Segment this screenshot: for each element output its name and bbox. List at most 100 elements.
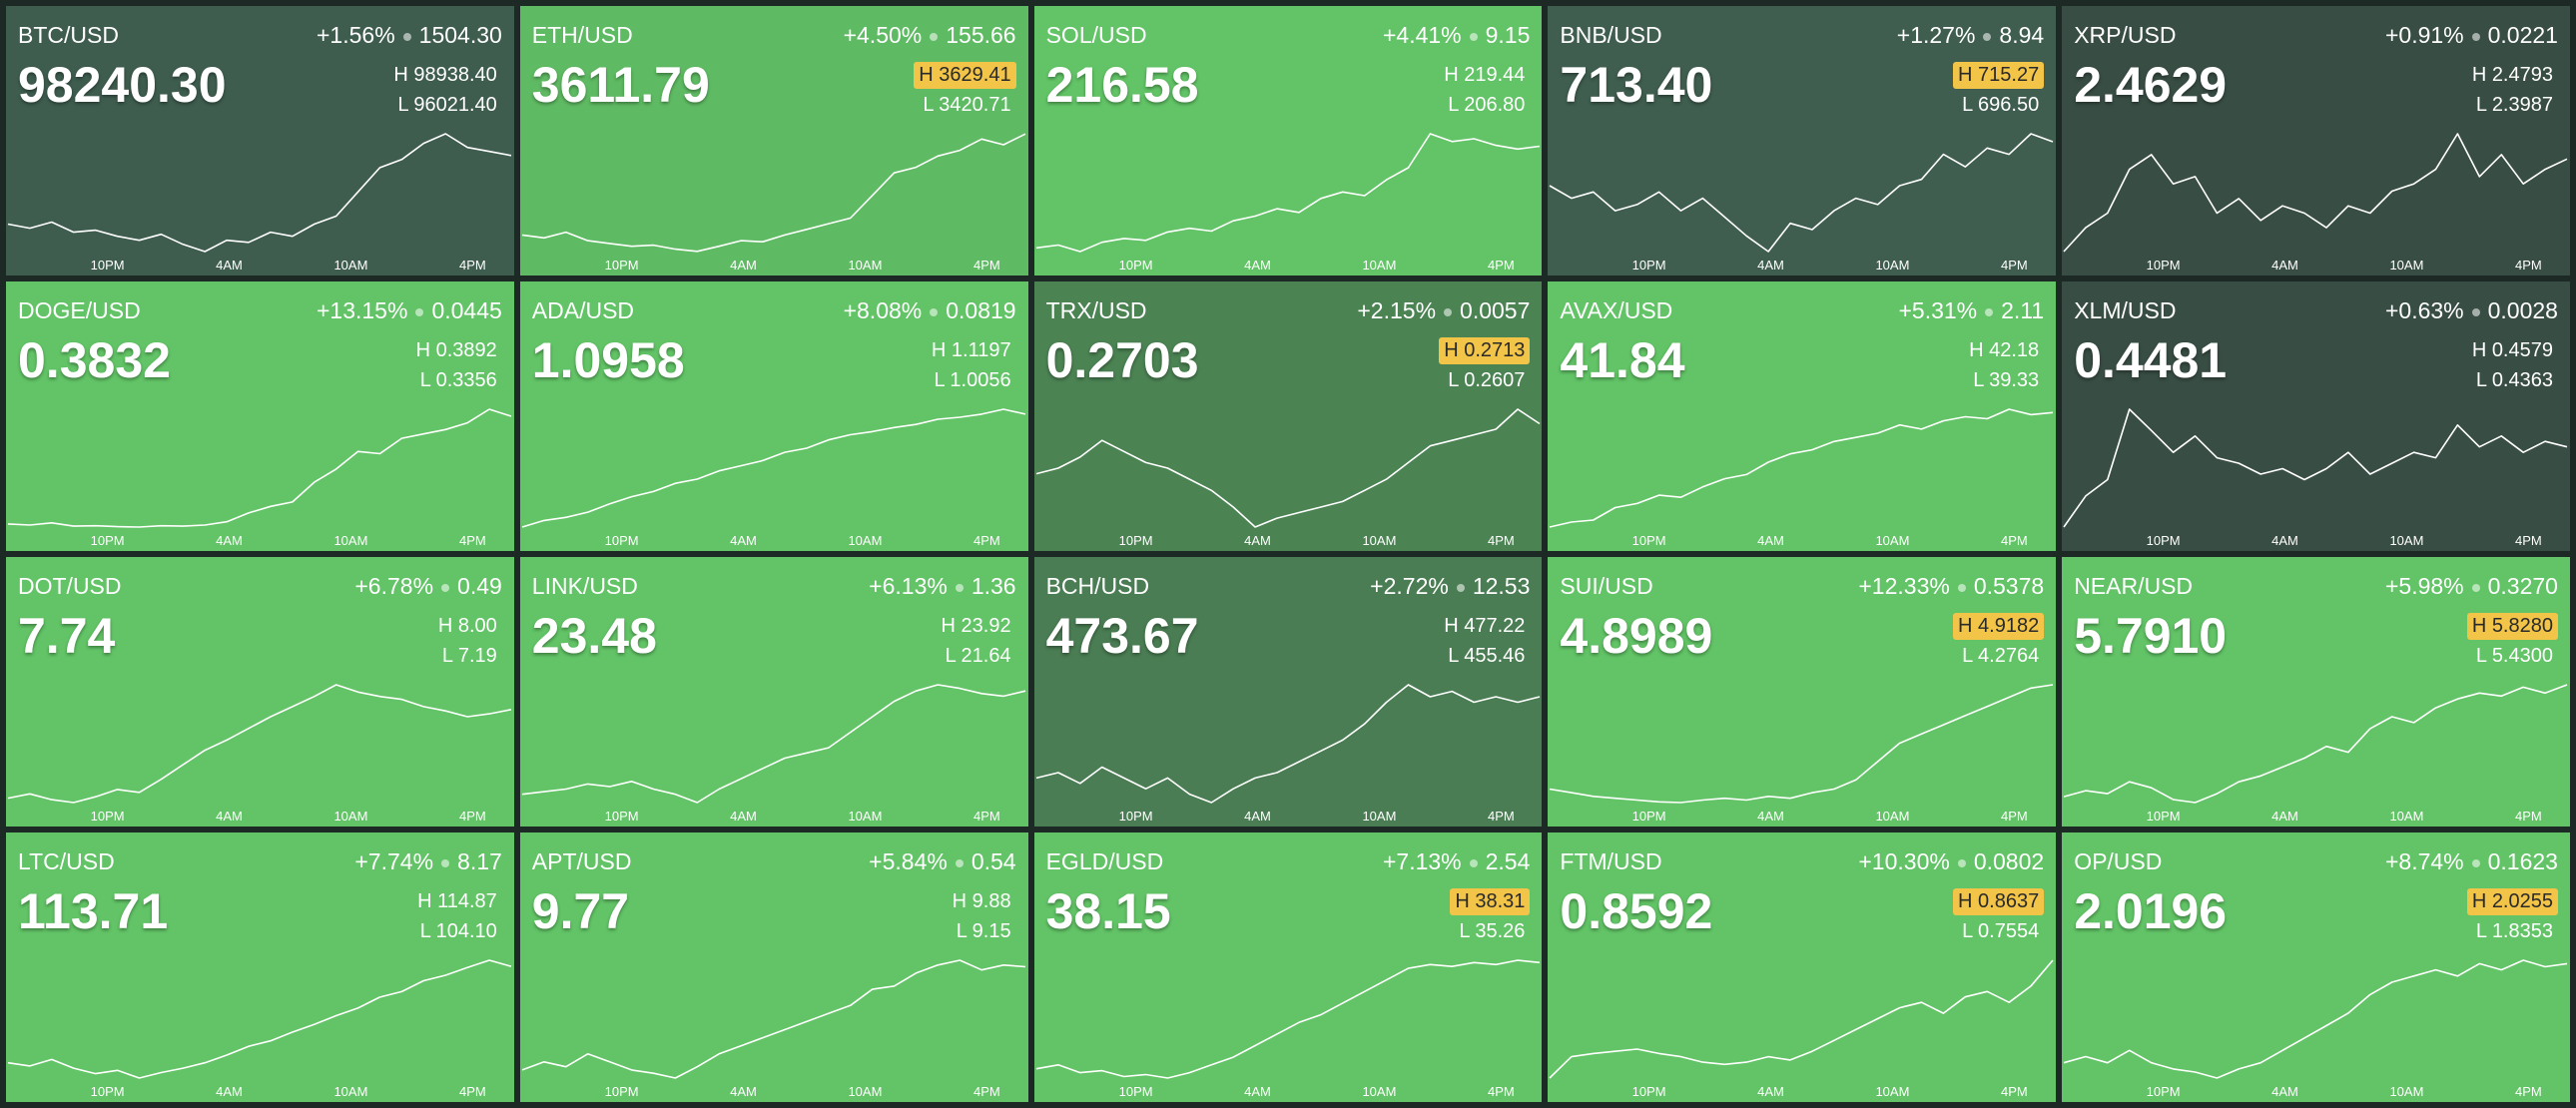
high: H 477.22 bbox=[1444, 615, 1526, 637]
ticker-tile: 10PM 4AM 10AM 4PM TRX/USD +2.15% 0.0057 0.2703 H… bbox=[1033, 281, 1543, 551]
sparkline-chart: 10PM 4AM 10AM 4PM bbox=[521, 959, 1025, 1099]
high-value: 219.44 bbox=[1464, 64, 1526, 86]
time-label: 4PM bbox=[973, 258, 1000, 273]
high-value: 1.1197 bbox=[951, 339, 1011, 361]
high-value: 9.88 bbox=[971, 890, 1011, 912]
price: 2.4629 bbox=[2074, 57, 2228, 113]
low-value: 1.0056 bbox=[950, 369, 1011, 391]
symbol: NEAR/USD bbox=[2074, 573, 2194, 599]
change-percent: +0.91% bbox=[2384, 22, 2464, 48]
high: H 23.92 bbox=[941, 615, 1011, 637]
change-percent: +5.31% bbox=[1898, 297, 1978, 323]
low-value: 39.33 bbox=[1989, 369, 2040, 391]
symbol: XLM/USD bbox=[2074, 297, 2177, 323]
high-value: 0.3892 bbox=[435, 339, 497, 361]
change-percent: +1.27% bbox=[1896, 22, 1976, 48]
sparkline-chart: 10PM 4AM 10AM 4PM bbox=[1035, 959, 1540, 1099]
low: L 455.46 bbox=[1448, 645, 1526, 667]
sparkline bbox=[521, 959, 1025, 1079]
time-label: 10AM bbox=[1362, 1084, 1396, 1099]
change-absolute: 0.0028 bbox=[2487, 297, 2558, 323]
change: +5.31% 2.11 bbox=[1898, 297, 2044, 324]
sparkline bbox=[7, 408, 512, 528]
separator-dot bbox=[1444, 307, 1453, 316]
change-percent: +7.74% bbox=[354, 848, 434, 874]
sparkline-chart: 10PM 4AM 10AM 4PM bbox=[1550, 408, 2054, 548]
separator-dot bbox=[2471, 307, 2480, 316]
change-percent: +2.15% bbox=[1357, 297, 1437, 323]
time-label: 10PM bbox=[1118, 809, 1152, 824]
low-value: 104.10 bbox=[435, 920, 497, 942]
high-value: 23.92 bbox=[961, 615, 1011, 637]
symbol: LINK/USD bbox=[531, 573, 638, 599]
symbol: TRX/USD bbox=[1045, 297, 1147, 323]
time-label: 4AM bbox=[730, 1084, 757, 1099]
price: 98240.30 bbox=[18, 57, 227, 113]
sparkline bbox=[521, 684, 1025, 804]
separator-dot bbox=[2471, 32, 2480, 41]
sparkline-chart: 10PM 4AM 10AM 4PM bbox=[1035, 133, 1540, 273]
low: L 1.0056 bbox=[934, 369, 1011, 391]
low: L 696.50 bbox=[1962, 94, 2040, 116]
separator-dot bbox=[1985, 307, 1994, 316]
high-value: 715.27 bbox=[1978, 64, 2040, 86]
change-percent: +8.08% bbox=[843, 297, 923, 323]
change-percent: +2.72% bbox=[1370, 573, 1449, 599]
change-percent: +1.56% bbox=[317, 22, 395, 48]
low-value: 35.26 bbox=[1475, 920, 1526, 942]
low-value: 1.8353 bbox=[2491, 920, 2553, 942]
price: 0.2703 bbox=[1045, 332, 1199, 388]
change: +0.91% 0.0221 bbox=[2385, 22, 2558, 49]
time-label: 4AM bbox=[216, 809, 243, 824]
low-value: 0.2607 bbox=[1464, 369, 1526, 391]
low: L 4.2764 bbox=[1962, 645, 2040, 667]
price: 3611.79 bbox=[531, 57, 710, 113]
change-absolute: 0.0221 bbox=[2487, 22, 2558, 48]
high-value: 4.9182 bbox=[1978, 615, 2040, 637]
ticker-tile: 10PM 4AM 10AM 4PM SUI/USD +12.33% 0.5378 4.8989… bbox=[1548, 557, 2057, 827]
time-label: 4PM bbox=[2001, 809, 2028, 824]
time-label: 4AM bbox=[1758, 809, 1785, 824]
high: H 219.44 bbox=[1444, 64, 1526, 86]
high-value: 114.87 bbox=[437, 890, 497, 912]
change-percent: +4.50% bbox=[843, 22, 923, 48]
change: +6.78% 0.49 bbox=[354, 573, 501, 600]
change: +2.15% 0.0057 bbox=[1357, 297, 1530, 324]
ticker-tile: 10PM 4AM 10AM 4PM AVAX/USD +5.31% 2.11 41.84 H 4… bbox=[1548, 281, 2057, 551]
ticker-tile: 10PM 4AM 10AM 4PM APT/USD +5.84% 0.54 9.77 H 9.8… bbox=[519, 832, 1028, 1102]
time-label: 4AM bbox=[730, 258, 757, 273]
high-value: 2.0255 bbox=[2491, 890, 2553, 912]
high: H 114.87 bbox=[417, 890, 497, 912]
symbol: BCH/USD bbox=[1045, 573, 1150, 599]
change: +1.27% 8.94 bbox=[1897, 22, 2044, 49]
low-value: 21.64 bbox=[961, 645, 1011, 667]
change-absolute: 0.0802 bbox=[1973, 848, 2045, 874]
sparkline-chart: 10PM 4AM 10AM 4PM bbox=[1035, 684, 1540, 824]
symbol: XRP/USD bbox=[2074, 22, 2177, 48]
ticker-tile: 10PM 4AM 10AM 4PM XLM/USD +0.63% 0.0028 0.4481 H… bbox=[2062, 281, 2570, 551]
time-label: 10AM bbox=[333, 533, 367, 548]
symbol: EGLD/USD bbox=[1045, 848, 1164, 874]
time-label: 10PM bbox=[91, 1084, 125, 1099]
high: H 3629.41 bbox=[914, 62, 1016, 89]
sparkline bbox=[521, 408, 1025, 528]
low: L 0.4363 bbox=[2475, 369, 2553, 391]
symbol: LTC/USD bbox=[18, 848, 115, 874]
sparkline-chart: 10PM 4AM 10AM 4PM bbox=[2063, 408, 2568, 548]
low: L 96021.40 bbox=[397, 94, 497, 116]
sparkline bbox=[7, 133, 512, 253]
time-label: 10PM bbox=[2147, 258, 2181, 273]
change: +7.74% 8.17 bbox=[354, 848, 501, 875]
sparkline bbox=[7, 684, 512, 804]
change-percent: +5.84% bbox=[869, 848, 948, 874]
ticker-tile: 10PM 4AM 10AM 4PM FTM/USD +10.30% 0.0802 0.8592… bbox=[1548, 832, 2057, 1102]
sparkline bbox=[1549, 959, 2055, 1079]
low: L 21.64 bbox=[945, 645, 1011, 667]
separator-dot bbox=[1957, 858, 1966, 867]
sparkline bbox=[1035, 684, 1540, 804]
high: H 0.3892 bbox=[415, 339, 497, 361]
time-label: 4PM bbox=[2515, 258, 2542, 273]
symbol: ETH/USD bbox=[531, 22, 633, 48]
high: H 9.88 bbox=[952, 890, 1011, 912]
ticker-tile: 10PM 4AM 10AM 4PM BCH/USD +2.72% 12.53 473.67 H … bbox=[1033, 557, 1543, 827]
